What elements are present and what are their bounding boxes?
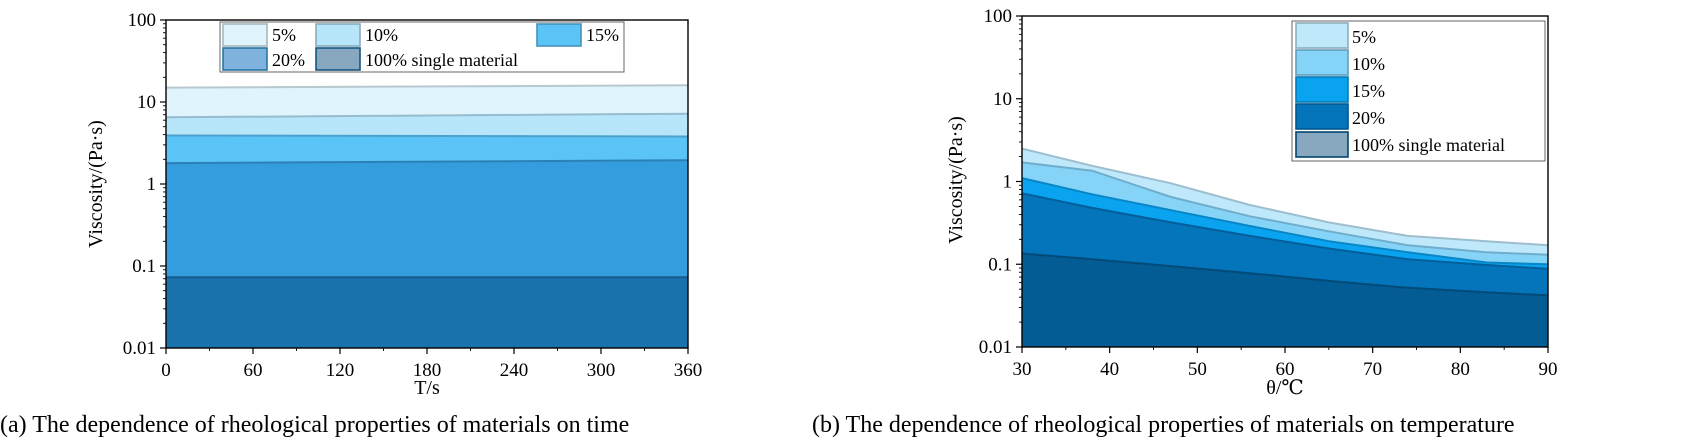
legend: 5% 10% 15% 20% 100% single material (1291, 20, 1546, 162)
legend-label-3: 20% (1352, 108, 1385, 128)
legend-label-1: 10% (365, 25, 398, 45)
x-tick-label-5: 300 (587, 360, 616, 381)
y-tick-label-3: 10 (137, 92, 156, 113)
legend: 5% 10% 15% 20% 100% single material (219, 21, 625, 73)
legend-swatch-0 (222, 23, 268, 47)
x-tick-label-0: 30 (1013, 359, 1032, 380)
legend-swatch-4 (315, 47, 361, 71)
x-tick-label-3: 180 (413, 360, 442, 381)
legend-label-4: 100% single material (1352, 135, 1505, 155)
y-tick-label-4: 100 (128, 10, 157, 31)
y-tick-label-0: 0.01 (123, 338, 156, 359)
x-tick-label-4: 70 (1363, 359, 1382, 380)
legend-label-1: 10% (1352, 54, 1385, 74)
series-line-3 (1021, 192, 1549, 270)
series-line-2 (1021, 177, 1549, 266)
x-tick-label-2: 120 (326, 360, 355, 381)
series-line-3 (165, 159, 689, 165)
x-tick-label-6: 360 (674, 360, 703, 381)
y-axis-label: Viscosity/(Pa·s) (85, 120, 107, 248)
y-tick-label-2: 1 (1003, 172, 1013, 193)
x-tick-label-2: 50 (1188, 359, 1207, 380)
series-line-0 (1021, 147, 1549, 247)
legend-label-0: 5% (1352, 27, 1376, 47)
x-tick-label-5: 80 (1451, 359, 1470, 380)
legend-label-4: 100% single material (365, 50, 518, 70)
chart-temperature: 0.01 0.1 1 10 100 30 40 50 60 70 80 90 θ/℃ Viscosity/… (945, 6, 1558, 399)
y-axis-label: Viscosity/(Pa·s) (945, 116, 967, 244)
legend-swatch-2 (1295, 76, 1349, 103)
legend-swatch-3 (1295, 103, 1349, 130)
series-line-1 (1021, 161, 1549, 256)
series-line-0 (165, 84, 689, 89)
legend-swatch-3 (222, 47, 268, 71)
x-tick-label-1: 40 (1100, 359, 1119, 380)
x-tick-label-3: 60 (1276, 359, 1295, 380)
y-tick-label-0: 0.01 (979, 337, 1012, 358)
caption-temperature: (b) The dependence of rheological proper… (812, 412, 1515, 438)
y-tick-label-4: 100 (984, 6, 1013, 27)
chart-time: 0.01 0.1 1 10 100 0 60 120 180 240 300 360 T/s Viscos… (85, 10, 702, 399)
x-tick-label-6: 90 (1539, 359, 1558, 380)
series-area-4 (1022, 253, 1548, 347)
legend-swatch-2 (536, 23, 582, 47)
legend-swatch-1 (1295, 49, 1349, 76)
y-tick-label-3: 10 (993, 89, 1012, 110)
series-line-1 (165, 112, 689, 119)
legend-swatch-0 (1295, 22, 1349, 49)
x-tick-label-1: 60 (244, 360, 263, 381)
series-area-4 (166, 277, 688, 348)
y-tick-label-1: 0.1 (988, 254, 1012, 275)
legend-label-0: 5% (272, 25, 296, 45)
x-tick-label-0: 0 (161, 360, 171, 381)
series-line-2 (165, 134, 689, 138)
series-line-4 (1021, 252, 1549, 297)
legend-swatch-1 (315, 23, 361, 47)
legend-label-3: 20% (272, 50, 305, 70)
legend-label-2: 15% (1352, 81, 1385, 101)
y-tick-label-1: 0.1 (132, 256, 156, 277)
x-axis-label: T/s (414, 377, 440, 399)
y-tick-label-2: 1 (147, 174, 157, 195)
x-axis-label: θ/℃ (1266, 377, 1304, 399)
legend-swatch-4 (1295, 131, 1349, 158)
x-tick-label-4: 240 (500, 360, 529, 381)
caption-time: (a) The dependence of rheological proper… (0, 412, 629, 438)
legend-label-2: 15% (586, 25, 619, 45)
